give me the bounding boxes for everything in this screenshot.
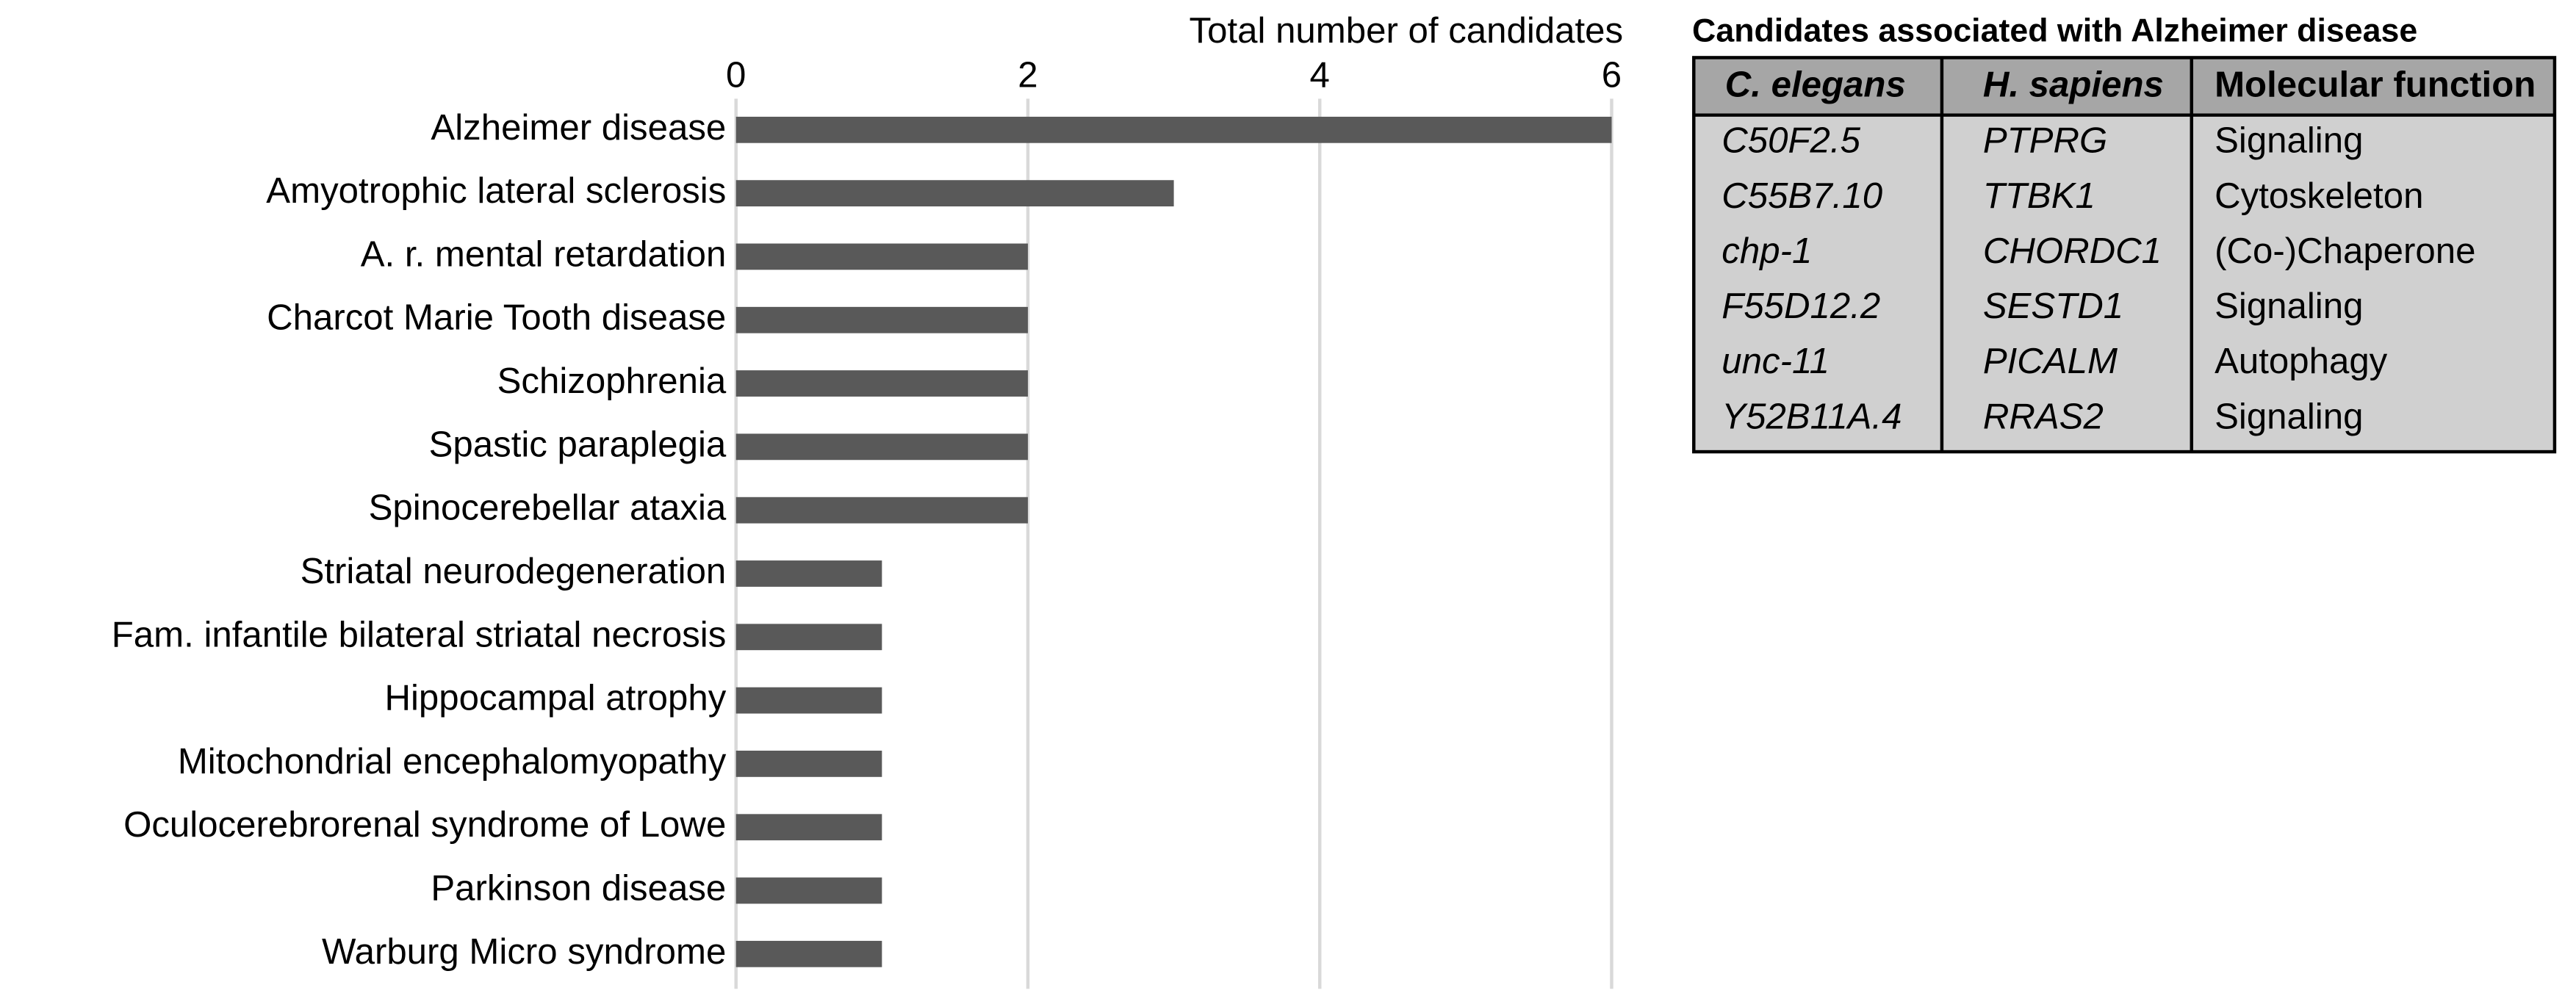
bar <box>735 433 1028 461</box>
x-tick-label: 2 <box>1018 54 1037 95</box>
table-border <box>1692 56 2557 454</box>
table-header: C. elegans <box>1725 65 1906 105</box>
table-cell: TTBK1 <box>1983 176 2095 216</box>
y-tick-label: Alzheimer disease <box>431 107 726 148</box>
table-cell: F55D12.2 <box>1721 286 1880 326</box>
table-header: H. sapiens <box>1983 65 2164 105</box>
y-tick-label: Charcot Marie Tooth disease <box>267 297 726 338</box>
bar <box>735 940 882 967</box>
y-tick-label: Warburg Micro syndrome <box>322 931 726 972</box>
bar <box>735 814 882 841</box>
bar <box>735 116 1612 143</box>
y-tick-label: Spinocerebellar ataxia <box>369 488 727 528</box>
table-cell: unc-11 <box>1721 341 1830 381</box>
y-tick-label: Amyotrophic lateral sclerosis <box>266 170 726 211</box>
table-cell: Signaling <box>2215 286 2363 326</box>
bar <box>735 243 1028 270</box>
table-cell: RRAS2 <box>1983 396 2104 436</box>
table-cell: Signaling <box>2215 396 2363 436</box>
table-cell: Signaling <box>2215 120 2363 161</box>
bar <box>735 687 882 714</box>
bar <box>735 180 1174 207</box>
bar <box>735 306 1028 333</box>
y-tick-label: Spastic paraplegia <box>429 424 727 464</box>
y-tick-label: Schizophrenia <box>497 361 727 401</box>
table-body-bg <box>1694 115 2555 452</box>
table-cell: Y52B11A.4 <box>1721 396 1902 436</box>
bar <box>735 497 1028 524</box>
y-tick-label: Parkinson disease <box>431 868 726 909</box>
grid <box>734 98 1613 989</box>
table-cell: PTPRG <box>1983 120 2107 161</box>
x-tick-label: 6 <box>1602 54 1622 95</box>
bar <box>735 624 882 651</box>
bar <box>735 751 882 777</box>
table-cell: C50F2.5 <box>1721 120 1860 161</box>
table-cell: SESTD1 <box>1983 286 2123 326</box>
table-header: Molecular function <box>2215 65 2536 105</box>
y-tick-label: Mitochondrial encephalomyopathy <box>178 741 727 782</box>
x-tick-label: 4 <box>1310 54 1330 95</box>
plot <box>735 116 1612 967</box>
table-title: Candidates associated with Alzheimer dis… <box>1692 13 2417 49</box>
table-cell: (Co-)Chaperone <box>2215 231 2475 271</box>
bar <box>735 560 882 587</box>
y-tick-label: Fam. infantile bilateral striatal necros… <box>112 614 727 654</box>
table-cell: Autophagy <box>2215 341 2388 381</box>
y-tick-label: Hippocampal atrophy <box>384 678 726 718</box>
x-tick-label: 0 <box>726 54 746 95</box>
table-cell: PICALM <box>1983 341 2118 381</box>
table-cell: Cytoskeleton <box>2215 176 2423 216</box>
y-tick-label: Striatal neurodegeneration <box>301 551 727 591</box>
table-cell: chp-1 <box>1721 231 1812 271</box>
y-tick-label: Oculocerebrorenal syndrome of Lowe <box>123 804 726 845</box>
table-header-bg <box>1694 57 2555 115</box>
bar <box>735 877 882 904</box>
axis-title: Total number of candidates <box>1190 10 1624 51</box>
table-cell: C55B7.10 <box>1721 176 1882 216</box>
bar <box>735 370 1028 397</box>
y-tick-label: A. r. mental retardation <box>361 234 727 274</box>
table-cell: CHORDC1 <box>1983 231 2162 271</box>
